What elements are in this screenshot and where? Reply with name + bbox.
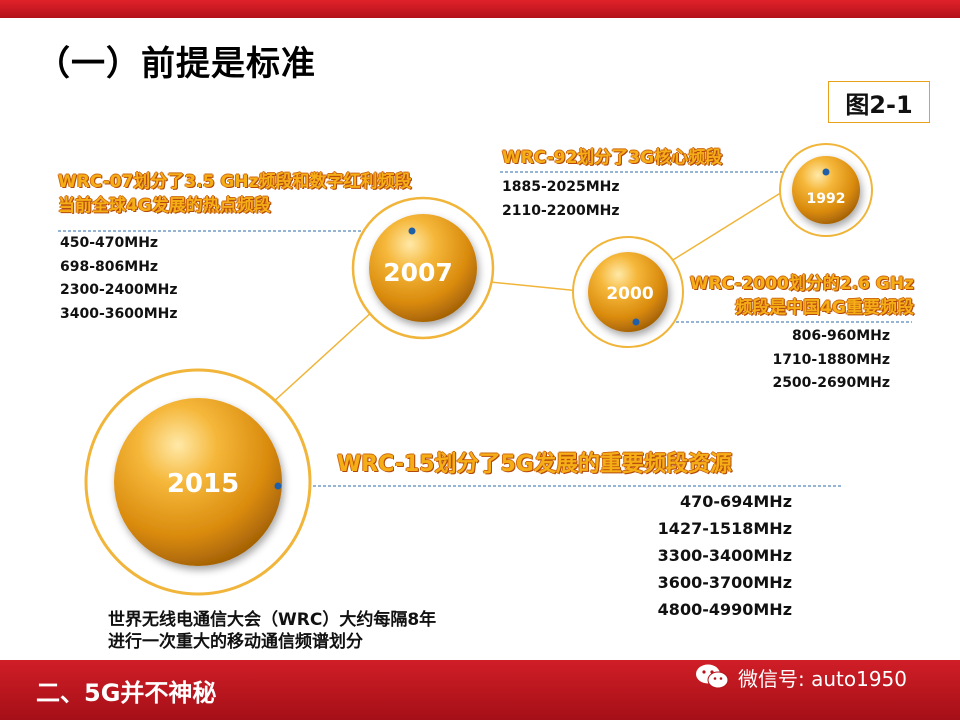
milestone-2007-bands: 450-470MHz 698-806MHz 2300-2400MHz 3400-…: [60, 232, 178, 326]
year-label-2007: 2007: [383, 258, 453, 287]
milestone-2015-orb: 2015: [84, 368, 312, 596]
footer-red-bar: [0, 660, 960, 720]
milestone-2000-bands: 806-960MHz 1710-1880MHz 2500-2690MHz: [700, 325, 890, 396]
band-item: 3300-3400MHz: [657, 546, 792, 565]
figure-label: 图2-1: [828, 81, 930, 123]
year-label-1992: 1992: [807, 191, 846, 207]
band-item: 3400-3600MHz: [60, 305, 178, 322]
band-item: 1427-1518MHz: [657, 519, 792, 538]
footer-title: 二、5G并不神秘: [36, 679, 217, 707]
band-item: 4800-4990MHz: [657, 600, 792, 619]
band-item: 2500-2690MHz: [772, 375, 890, 391]
milestone-2007-heading: WRC-07划分了3.5 GHz频段和数字红利频段 当前全球4G发展的热点频段: [58, 172, 412, 216]
band-item: 1885-2025MHz: [502, 179, 620, 195]
wechat-id-text: 微信号: auto1950: [738, 666, 908, 691]
milestone-2015-heading: WRC-15划分了5G发展的重要频段资源: [337, 452, 732, 477]
band-item: 2110-2200MHz: [502, 202, 620, 219]
band-item: 450-470MHz: [60, 235, 159, 251]
anchor-dot: [408, 227, 416, 235]
year-label-2015: 2015: [167, 469, 239, 499]
wechat-watermark: 微信号: auto1950: [694, 662, 942, 692]
band-item: 3600-3700MHz: [657, 573, 792, 592]
anchor-dot: [274, 482, 282, 490]
anchor-dot: [632, 318, 640, 326]
milestone-2000-heading: WRC-2000划分的2.6 GHz 频段是中国4G重要频段: [689, 274, 914, 318]
milestone-2015-bands: 470-694MHz 1427-1518MHz 3300-3400MHz 360…: [600, 488, 792, 623]
wechat-icon: [696, 664, 729, 689]
milestone-2007-orb: 2007: [351, 196, 495, 340]
top-red-bar: [0, 0, 960, 18]
milestone-1992-heading: WRC-92划分了3G核心频段: [502, 148, 723, 168]
year-label-2000: 2000: [606, 284, 653, 304]
band-item: 698-806MHz: [60, 258, 159, 275]
band-item: 2300-2400MHz: [60, 282, 178, 298]
slide-title: （一）前提是标准: [36, 44, 316, 84]
band-item: 806-960MHz: [791, 328, 890, 344]
footnote: 世界无线电通信大会（WRC）大约每隔8年 进行一次重大的移动通信频谱划分: [108, 610, 437, 652]
anchor-dot: [822, 168, 830, 176]
milestone-1992-orb: 1992: [779, 143, 873, 237]
band-item: 470-694MHz: [679, 492, 792, 511]
connector-line: [659, 183, 796, 269]
band-item: 1710-1880MHz: [772, 351, 890, 368]
milestone-1992-bands: 1885-2025MHz 2110-2200MHz: [502, 176, 620, 223]
milestone-2000-orb: 2000: [572, 236, 684, 348]
